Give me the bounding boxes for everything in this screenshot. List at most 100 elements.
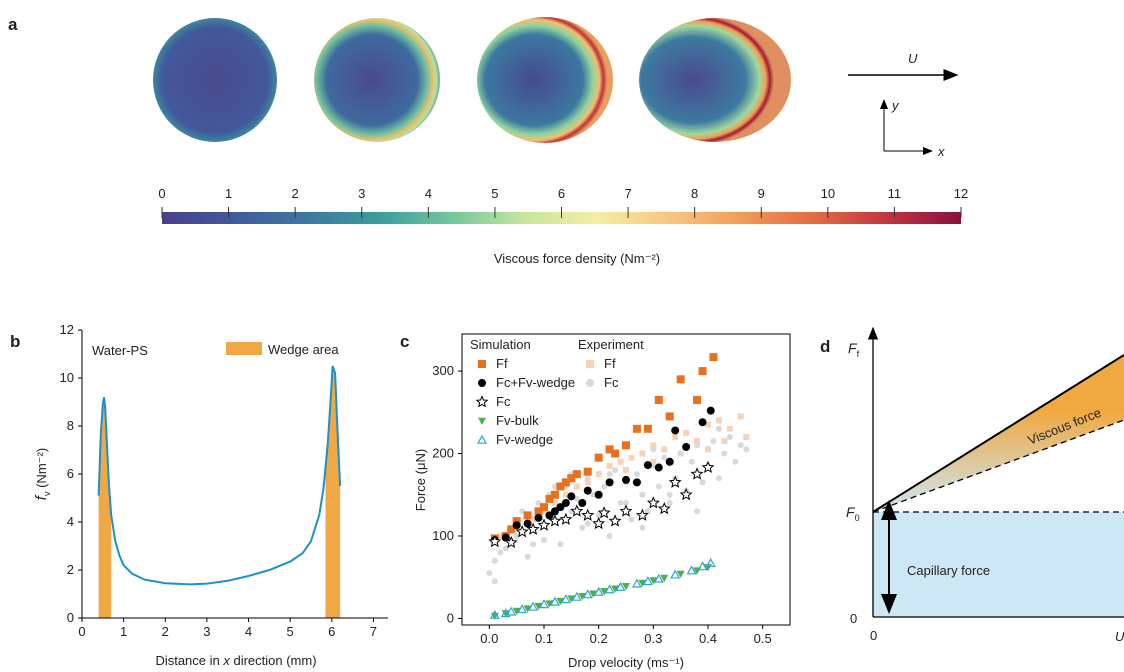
marker-square [584,468,592,476]
marker-circle [541,537,547,543]
marker-circle [667,492,673,498]
y-tick-label: 300 [432,363,454,378]
y-tick-label: 4 [67,514,74,529]
marker-circle [633,478,641,486]
axis-label: x [937,144,945,159]
legend-label: Ff [604,356,616,371]
marker-circle [628,516,634,522]
marker-star [561,514,572,524]
y-axis-label: Ff [848,340,860,359]
colorbar-tick-label: 9 [758,186,765,201]
marker-circle [579,525,585,531]
x-axis-label-part: Distance in [155,653,223,668]
marker-circle [595,491,603,499]
marker-star [703,462,713,472]
colorbar-tick-label: 5 [491,186,498,201]
marker-square [661,446,667,452]
marker-circle [492,578,498,584]
marker-square [666,412,674,420]
marker-star [593,518,604,528]
x-axis-label: Drop velocity (ms⁻¹) [568,655,684,670]
colorbar-tick-label: 11 [888,186,902,201]
marker-circle [694,442,700,448]
marker-square [699,367,707,375]
x-axis-label: Distance in x direction (mm) [155,653,316,668]
marker-circle [612,467,618,473]
legend-label: Wedge area [268,342,339,357]
marker-square [727,426,733,432]
marker-star [621,506,631,516]
marker-circle [694,508,700,514]
level-label: F0 [846,504,860,523]
colorbar-tick-label: 12 [954,186,968,201]
y-tick-label: 0 [447,610,454,625]
marker-square [672,434,678,440]
colorbar-tick-label: 1 [225,186,232,201]
marker-square [574,484,580,490]
colorbar-tick-label: 8 [691,186,698,201]
marker-circle [743,446,749,452]
legend-label: Fv-bulk [496,413,539,428]
marker-circle [716,426,722,432]
colorbar-tick-label: 3 [358,186,365,201]
marker-circle [618,500,624,506]
marker-circle [535,514,543,522]
x-tick-label: 5 [287,624,294,639]
x-tick-label: 0.2 [590,631,608,646]
marker-circle [678,451,684,457]
y-tick-label: 200 [432,446,454,461]
marker-circle [567,492,575,500]
legend-label: Fc+Fv-wedge [496,375,575,390]
marker-square [644,425,652,433]
marker-circle [667,500,673,506]
y-tick-label: 6 [67,466,74,481]
marker-circle [699,418,707,426]
origin-label: 0 [870,628,877,643]
marker-square [655,396,663,404]
legend-label: Ff [496,356,508,371]
marker-square [540,503,548,511]
marker-circle [584,487,592,495]
marker-square [709,353,717,361]
marker-star [692,469,703,479]
marker-square [716,418,722,424]
marker-square [622,441,630,449]
marker-square [524,511,532,519]
marker-circle [721,451,727,457]
marker-square [633,425,641,433]
marker-triangle [478,418,486,425]
marker-circle [557,541,563,547]
marker-circle [727,434,733,440]
legend-label: Fv-wedge [496,432,553,447]
marker-circle [710,438,716,444]
marker-circle [607,471,613,477]
wedge-area [326,366,341,618]
colorbar-tick-label: 0 [158,186,165,201]
legend-label: Fc [496,394,511,409]
marker-square [639,451,645,457]
marker-circle [671,426,679,434]
x-axis-label-part: direction (mm) [230,653,317,668]
y-tick-label: 10 [60,370,74,385]
legend-swatch [226,342,262,355]
marker-circle [524,520,532,528]
marker-circle [606,478,614,486]
marker-square [478,360,486,368]
x-tick-label: 0.3 [644,631,662,646]
region-label: Capillary force [907,563,990,578]
axis-label: y [891,98,900,113]
marker-star [681,489,692,499]
marker-circle [607,533,613,539]
x-tick-label: 0.1 [535,631,553,646]
marker-square [607,463,613,469]
marker-circle [578,499,586,507]
x-axis-label: U [1115,629,1124,644]
marker-star [670,477,680,487]
colorbar-tick-label: 10 [821,186,835,201]
y-axis-label: fv (Nm⁻²) [33,448,52,500]
marker-circle [585,475,591,481]
marker-circle [656,484,662,490]
marker-circle [478,379,486,387]
marker-square [721,438,727,444]
marker-circle [716,475,722,481]
